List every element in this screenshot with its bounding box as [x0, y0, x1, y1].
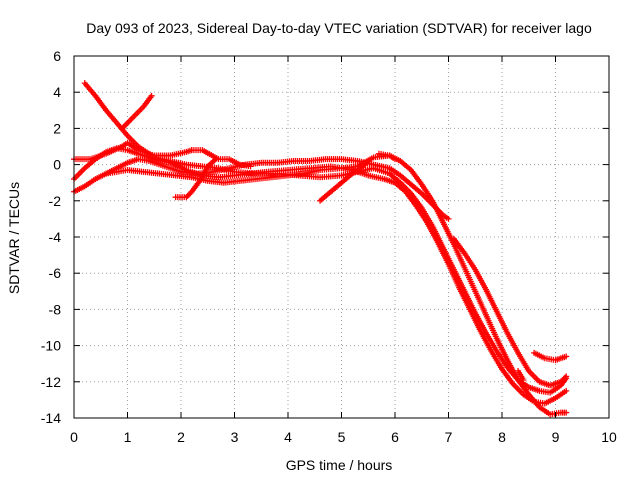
series-track-4	[71, 139, 195, 163]
y-tick-label: -12	[41, 374, 61, 390]
y-tick-label: -4	[49, 229, 62, 245]
series-track-13	[515, 367, 527, 383]
y-axis-title: SDTVAR / TECUs	[6, 182, 22, 294]
y-tick-label: -2	[49, 193, 62, 209]
y-tick-label: 6	[53, 48, 61, 64]
series-track-7	[172, 156, 219, 201]
x-tick-label: 4	[284, 429, 292, 445]
x-tick-label: 5	[338, 429, 346, 445]
x-tick-label: 6	[391, 429, 399, 445]
y-tick-label: -14	[41, 410, 61, 426]
y-tick-label: -10	[41, 338, 61, 354]
data-point	[148, 92, 155, 99]
series-track-2	[71, 145, 570, 407]
data-marks	[71, 80, 570, 418]
x-tick-label: 7	[445, 429, 453, 445]
series-track-8	[188, 147, 254, 170]
data-point	[563, 409, 570, 416]
axis-ticks: 0 1 2 3 4 5 6 7 8 9 10 -14 -12 -10 -8 -6 -4 -2 0 2 4 6	[41, 48, 617, 445]
data-point	[365, 157, 372, 164]
series-track-6	[119, 92, 155, 132]
data-point	[563, 387, 570, 394]
y-tick-label: 2	[53, 120, 61, 136]
x-tick-label: 1	[124, 429, 132, 445]
chart-title: Day 093 of 2023, Sidereal Day-to-day VTE…	[86, 20, 592, 36]
y-tick-label: -8	[49, 301, 62, 317]
data-point	[520, 376, 527, 383]
y-tick-label: -6	[49, 265, 62, 281]
data-point	[563, 373, 570, 380]
data-point	[247, 163, 254, 170]
series-track-12	[531, 349, 570, 364]
x-tick-label: 2	[177, 429, 185, 445]
x-tick-label: 0	[70, 429, 78, 445]
data-point	[445, 215, 452, 222]
y-tick-label: 4	[53, 84, 61, 100]
x-tick-label: 3	[231, 429, 239, 445]
y-tick-label: 0	[53, 157, 61, 173]
x-axis-title: GPS time / hours	[286, 457, 393, 473]
series-track-5	[103, 156, 452, 222]
series-track-9	[317, 157, 372, 204]
series-track-3	[71, 152, 570, 418]
series-track-10	[375, 150, 398, 163]
data-point	[392, 156, 398, 163]
series-track-1	[81, 80, 570, 396]
series-track-11	[450, 235, 570, 389]
x-tick-label: 10	[601, 429, 617, 445]
x-tick-label: 8	[498, 429, 506, 445]
x-tick-label: 9	[552, 429, 560, 445]
data-point	[563, 353, 570, 360]
grid	[74, 56, 609, 418]
